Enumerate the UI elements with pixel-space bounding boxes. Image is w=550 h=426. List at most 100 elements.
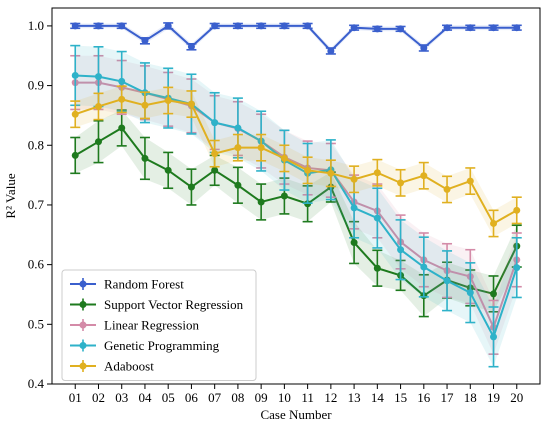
data-point	[420, 263, 428, 271]
x-tick-label: 07	[208, 390, 222, 405]
plot-frame	[51, 7, 541, 385]
data-point	[443, 185, 451, 193]
legend-item: Linear Regression	[70, 318, 199, 333]
data-point	[164, 166, 172, 174]
data-point	[94, 22, 102, 30]
data-point	[71, 22, 79, 30]
data-point	[164, 22, 172, 30]
data-point	[373, 25, 381, 33]
x-tick-label: 08	[231, 390, 244, 405]
data-point	[141, 154, 149, 162]
data-point	[466, 289, 474, 297]
data-point	[280, 192, 288, 200]
data-point	[490, 290, 498, 298]
data-point	[350, 204, 358, 212]
y-axis-label: R² Value	[3, 173, 18, 218]
error-band	[75, 45, 517, 367]
data-point	[71, 71, 79, 79]
legend-swatch-marker	[79, 342, 87, 349]
x-tick-label: 20	[510, 390, 523, 405]
x-axis-label: Case Number	[260, 407, 332, 422]
x-tick-label: 02	[92, 390, 105, 405]
x-tick-label: 14	[371, 390, 385, 405]
data-point	[443, 24, 451, 32]
data-point	[490, 24, 498, 32]
data-point	[164, 97, 172, 105]
data-point	[304, 22, 312, 30]
legend-item: Support Vector Regression	[70, 297, 244, 312]
data-point	[211, 119, 219, 127]
data-point	[397, 246, 405, 254]
data-point	[350, 239, 358, 247]
data-point	[187, 183, 195, 191]
data-point	[187, 43, 195, 51]
data-point	[420, 44, 428, 52]
data-point	[304, 166, 312, 174]
series-line	[75, 24, 517, 53]
data-point	[211, 150, 219, 158]
x-tick-label: 13	[348, 390, 361, 405]
y-tick-label: 0.4	[28, 376, 45, 391]
legend-box	[61, 269, 257, 381]
data-point	[94, 102, 102, 110]
y-axis: 0.4 0.5 0.6 0.7 0.8 0.9 1.0	[28, 18, 52, 391]
series-genetic-programming	[70, 44, 522, 368]
data-point	[280, 154, 288, 162]
data-point	[490, 219, 498, 227]
data-point	[373, 214, 381, 222]
data-point	[350, 175, 358, 183]
data-point	[327, 47, 335, 55]
legend-swatch-marker	[79, 280, 87, 288]
data-point	[280, 22, 288, 30]
series-line	[74, 126, 518, 297]
data-point	[71, 151, 79, 159]
data-point	[118, 124, 126, 132]
x-tick-label: 19	[487, 390, 500, 405]
data-point	[257, 144, 265, 152]
series-layer	[70, 22, 522, 368]
series-adaboost	[70, 85, 522, 238]
y-tick-label: 0.6	[28, 257, 45, 272]
y-tick-label: 1.0	[28, 18, 44, 33]
error-band	[75, 55, 517, 355]
legend-swatch-marker	[79, 362, 87, 370]
data-point	[234, 22, 242, 30]
data-point	[443, 277, 451, 285]
y-tick-label: 0.9	[28, 78, 44, 93]
legend-label: Genetic Programming	[104, 338, 220, 353]
y-tick-label: 0.7	[28, 197, 45, 212]
data-point	[234, 144, 242, 152]
data-point	[141, 101, 149, 109]
legend: Random Forest Support Vector Regression Li…	[61, 269, 257, 381]
series-random-forest	[70, 22, 522, 55]
data-point	[118, 95, 126, 103]
legend-item: Adaboost	[70, 359, 154, 374]
data-point	[513, 264, 521, 272]
data-point	[94, 73, 102, 81]
legend-swatch-marker	[79, 301, 87, 308]
x-tick-label: 11	[301, 390, 314, 405]
x-tick-label: 04	[138, 390, 152, 405]
series-line	[74, 98, 518, 225]
legend-label: Support Vector Regression	[104, 297, 244, 312]
y-tick-label: 0.8	[28, 137, 44, 152]
data-point	[234, 124, 242, 132]
legend-label: Random Forest	[104, 277, 184, 292]
legend-label: Adaboost	[104, 359, 154, 374]
x-tick-label: 18	[464, 390, 477, 405]
x-tick-label: 10	[278, 390, 291, 405]
data-point	[141, 37, 149, 45]
data-point	[397, 179, 405, 187]
legend-swatch-marker	[79, 321, 87, 329]
data-point	[466, 24, 474, 32]
data-point	[350, 24, 358, 32]
error-band	[75, 86, 517, 237]
x-tick-label: 17	[441, 390, 455, 405]
x-tick-label: 05	[162, 390, 175, 405]
data-point	[257, 22, 265, 30]
data-point	[513, 206, 521, 214]
data-point	[118, 77, 126, 85]
data-point	[211, 22, 219, 30]
x-axis: 01 02 03 04 05 06 07 08 09 10 11 12 13 14 15 16 17 18 19 20	[69, 384, 523, 405]
